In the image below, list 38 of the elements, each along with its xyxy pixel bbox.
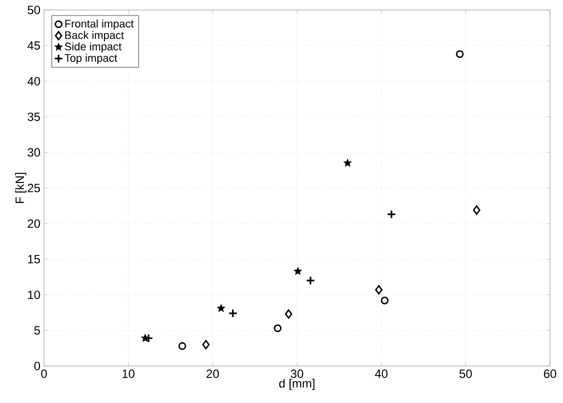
y-tick-label: 45 — [27, 41, 40, 50]
x-tick-label: 0 — [41, 370, 47, 378]
legend-label: Frontal impact — [65, 20, 134, 30]
y-tick-label: 25 — [28, 184, 40, 192]
x-axis-title: d [mm] — [279, 378, 314, 390]
x-tick-label: 30 — [290, 370, 304, 378]
y-tick-label: 10 — [28, 290, 40, 300]
y-tick-label: 35 — [28, 112, 40, 122]
point — [178, 342, 186, 350]
legend-label: Side impact — [64, 42, 122, 53]
y-tick-label: 20 — [28, 219, 40, 228]
point — [228, 308, 238, 318]
point — [274, 324, 282, 332]
x-tick-label: 20 — [206, 370, 219, 378]
point — [284, 309, 292, 319]
point — [294, 267, 302, 275]
y-axis-title: F [kN] — [15, 172, 26, 203]
legend-label: Top impact — [64, 54, 118, 64]
y-tick-label: 50 — [28, 6, 40, 14]
x-tick-label: 60 — [544, 370, 556, 378]
point — [202, 340, 210, 350]
legend-label: Back impact — [65, 30, 124, 42]
point — [456, 50, 464, 58]
point — [380, 296, 389, 304]
y-tick-label: 15 — [28, 255, 40, 264]
point — [472, 205, 480, 215]
y-tick-label: 0 — [34, 362, 40, 370]
point — [386, 210, 396, 219]
point — [217, 304, 225, 312]
y-tick-label: 40 — [27, 76, 40, 86]
point — [344, 159, 352, 166]
x-tick-label: 50 — [460, 370, 472, 378]
y-tick-label: 5 — [34, 326, 40, 335]
point — [375, 285, 382, 294]
x-tick-label: 10 — [122, 370, 135, 378]
x-tick-label: 40 — [374, 370, 388, 378]
point — [306, 276, 316, 286]
y-tick-label: 30 — [28, 148, 40, 157]
